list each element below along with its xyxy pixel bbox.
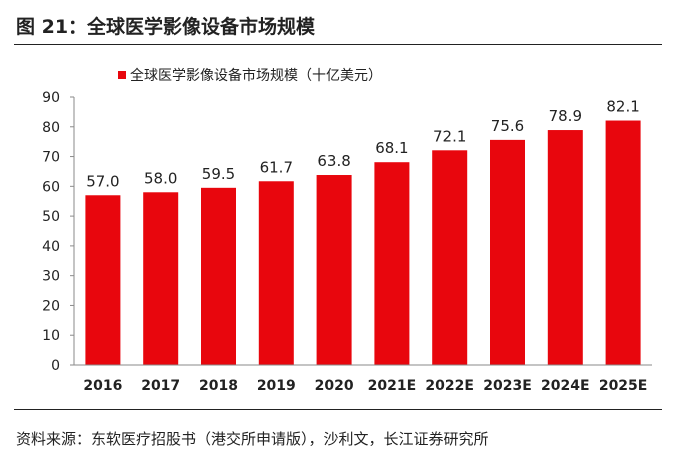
y-tick-label: 60 [42,179,60,195]
bar [374,162,410,365]
data-label: 59.5 [202,165,235,183]
data-label: 75.6 [491,117,524,135]
x-tick-label: 2023E [483,378,532,394]
y-tick-label: 80 [42,120,60,136]
x-tick-label: 2017 [141,378,180,394]
chart-area: 全球医学影像设备市场规模（十亿美元） 0 10 20 30 40 50 60 70 80 90 5… [0,50,678,405]
y-tick-label: 40 [42,239,60,255]
x-tick-label: 2022E [425,378,474,394]
x-tick-label: 2016 [83,378,122,394]
y-axis: 0 10 20 30 40 50 60 70 80 90 [42,90,75,374]
x-tick-label: 2020 [315,378,354,394]
bar-series [85,120,641,365]
y-tick-label: 0 [51,358,60,374]
data-label: 72.1 [433,127,466,145]
data-label: 61.7 [260,158,293,176]
bar [432,150,468,365]
data-label: 58.0 [144,169,177,187]
y-tick-label: 90 [42,90,60,106]
data-label: 68.1 [375,139,408,157]
x-tick-label: 2025E [599,378,648,394]
bar [258,181,294,365]
figure-title: 图 21：全球医学影像设备市场规模 [16,16,316,38]
legend-label: 全球医学影像设备市场规模（十亿美元） [130,67,382,84]
bar [143,192,179,365]
x-tick-label: 2018 [199,378,238,394]
footer-divider [14,409,662,410]
bar [316,175,352,365]
bar [85,195,121,365]
data-label: 63.8 [317,152,350,170]
bar [201,187,236,365]
x-tick-label: 2019 [257,378,296,394]
x-axis: 2016 2017 2018 2019 2020 2021E 2022E 2023E 2024E… [74,364,652,394]
legend: 全球医学影像设备市场规模（十亿美元） [118,67,382,84]
y-tick-label: 50 [42,209,60,225]
x-tick-label: 2024E [541,378,590,394]
y-tick-label: 20 [42,298,60,314]
y-tick-label: 30 [42,269,60,285]
data-labels: 57.0 58.0 59.5 61.7 63.8 68.1 72.1 75.6 78.9 82.1 [86,98,640,191]
bar [547,130,583,365]
bar [490,139,525,365]
source-note: 资料来源：东软医疗招股书（港交所申请版），沙利文，长江证券研究所 [16,430,489,448]
title-divider [14,44,662,45]
bar [605,120,641,365]
bar-chart: 全球医学影像设备市场规模（十亿美元） 0 10 20 30 40 50 60 70 80 90 5… [42,67,652,394]
y-tick-label: 10 [42,328,60,344]
legend-swatch [118,71,126,79]
y-tick-label: 70 [42,150,60,166]
x-tick-label: 2021E [368,378,417,394]
data-label: 57.0 [86,172,119,190]
data-label: 82.1 [606,98,639,116]
data-label: 78.9 [549,107,582,125]
